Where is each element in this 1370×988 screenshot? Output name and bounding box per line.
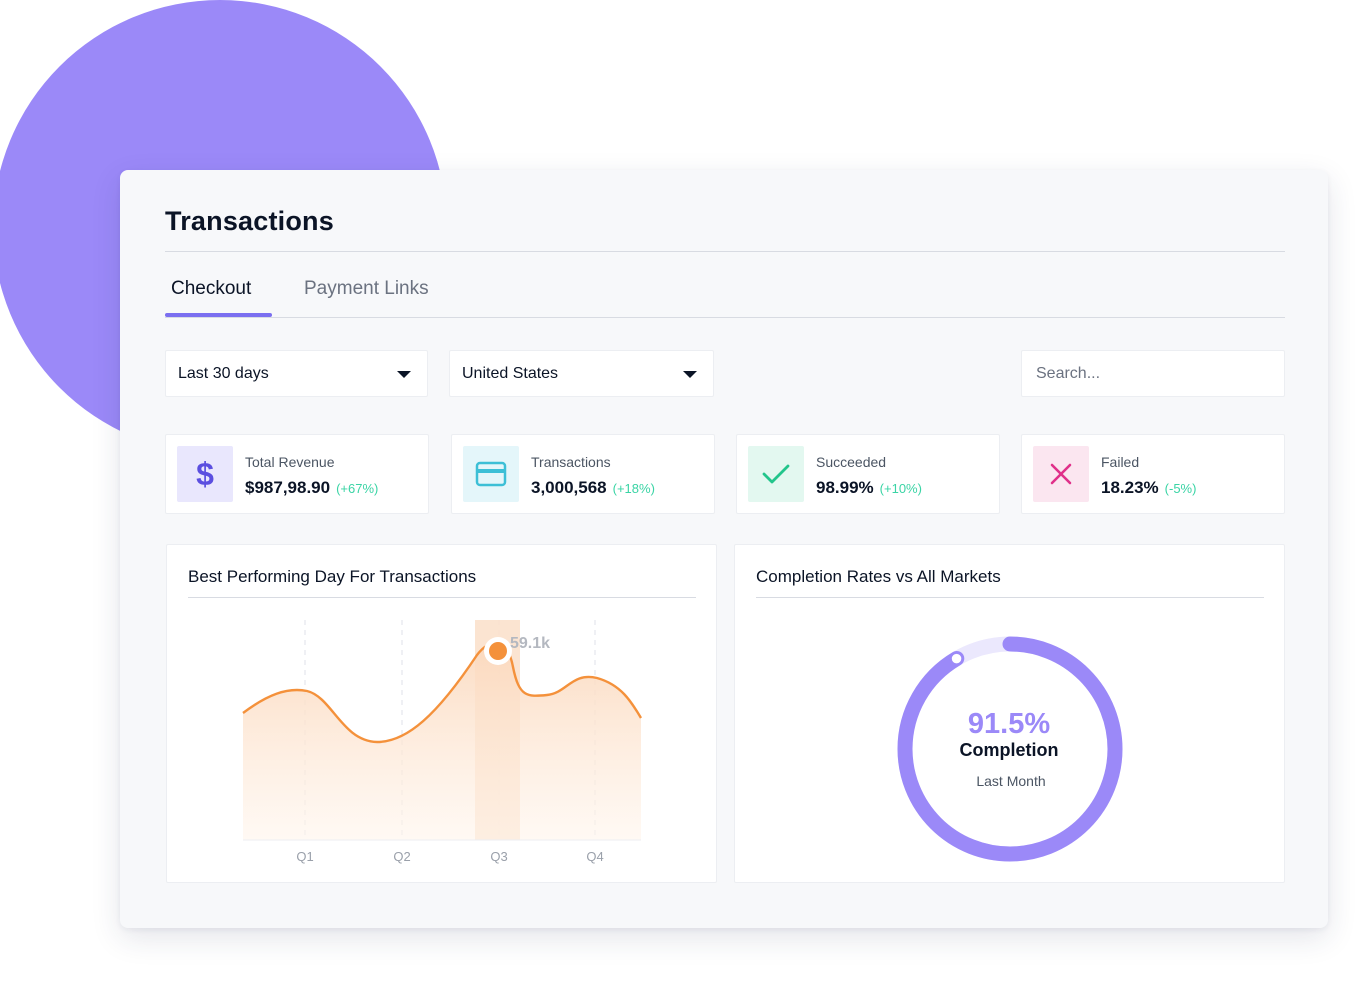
tab-payment-links[interactable]: Payment Links (304, 278, 429, 299)
completion-donut: 91.5% Completion Last Month (897, 636, 1123, 862)
active-tab-indicator (165, 313, 272, 317)
country-value: United States (462, 365, 559, 382)
x-tick-label: Q4 (586, 849, 603, 864)
dollar-icon: $ (177, 446, 233, 502)
completion-period: Last Month (976, 773, 1045, 789)
chart-title: Best Performing Day For Transactions (188, 567, 477, 586)
credit-card-icon (463, 446, 519, 502)
stat-label: Transactions (531, 454, 611, 470)
stat-label: Failed (1101, 454, 1140, 470)
chevron-down-icon (683, 371, 697, 378)
chevron-down-icon (397, 371, 411, 378)
stat-value: 18.23% (-5%) (1101, 478, 1197, 497)
transactions-card: Transactions Checkout Payment Links Last… (120, 170, 1328, 928)
chart-title-divider (756, 597, 1264, 598)
stat-value: $987,98.90 (+67%) (245, 478, 379, 497)
search-input[interactable] (1021, 350, 1285, 397)
completion-value: 91.5% (968, 708, 1050, 740)
title-divider (165, 251, 1285, 252)
chart-title-divider (188, 597, 696, 598)
tab-bar: Checkout Payment Links (165, 278, 1285, 318)
x-icon (1033, 446, 1089, 502)
completion-label: Completion (960, 740, 1059, 760)
date-range-dropdown[interactable]: Last 30 days (165, 350, 428, 397)
check-icon (748, 446, 804, 502)
donut-knob (949, 651, 964, 666)
chart-title: Completion Rates vs All Markets (756, 567, 1001, 586)
stat-label: Succeeded (816, 454, 887, 470)
page-title: Transactions (165, 206, 334, 236)
stat-change: (+67%) (336, 481, 379, 496)
stat-change: (-5%) (1164, 481, 1197, 496)
x-tick-label: Q2 (393, 849, 410, 864)
date-range-value: Last 30 days (178, 365, 269, 382)
area-fill (243, 642, 641, 840)
stat-succeeded: Succeeded 98.99% (+10%) (736, 434, 1000, 514)
stat-failed: Failed 18.23% (-5%) (1021, 434, 1285, 514)
stat-total-revenue: $ Total Revenue $987,98.90 (+67%) (165, 434, 429, 514)
completion-rate-panel: Completion Rates vs All Markets 91.5% Co… (734, 544, 1285, 883)
highlight-value-label: 59.1k (510, 635, 550, 652)
country-dropdown[interactable]: United States (449, 350, 714, 397)
best-day-chart-panel: Best Performing Day For Transactions Q1 Q… (166, 544, 717, 883)
stat-change: (+18%) (612, 481, 655, 496)
x-tick-label: Q1 (296, 849, 313, 864)
stat-change: (+10%) (879, 481, 922, 496)
stat-label: Total Revenue (245, 454, 335, 470)
highlight-point (489, 642, 507, 660)
area-chart: Q1 Q2 Q3 Q4 59.1k (242, 620, 643, 864)
stat-value: 98.99% (+10%) (816, 478, 922, 497)
area-line (242, 641, 643, 744)
donut-arc (897, 636, 1123, 862)
svg-text:$: $ (196, 457, 214, 491)
x-tick-label: Q3 (490, 849, 507, 864)
stat-value: 3,000,568 (+18%) (531, 478, 655, 497)
stat-transactions: Transactions 3,000,568 (+18%) (451, 434, 715, 514)
tab-checkout[interactable]: Checkout (171, 278, 252, 299)
